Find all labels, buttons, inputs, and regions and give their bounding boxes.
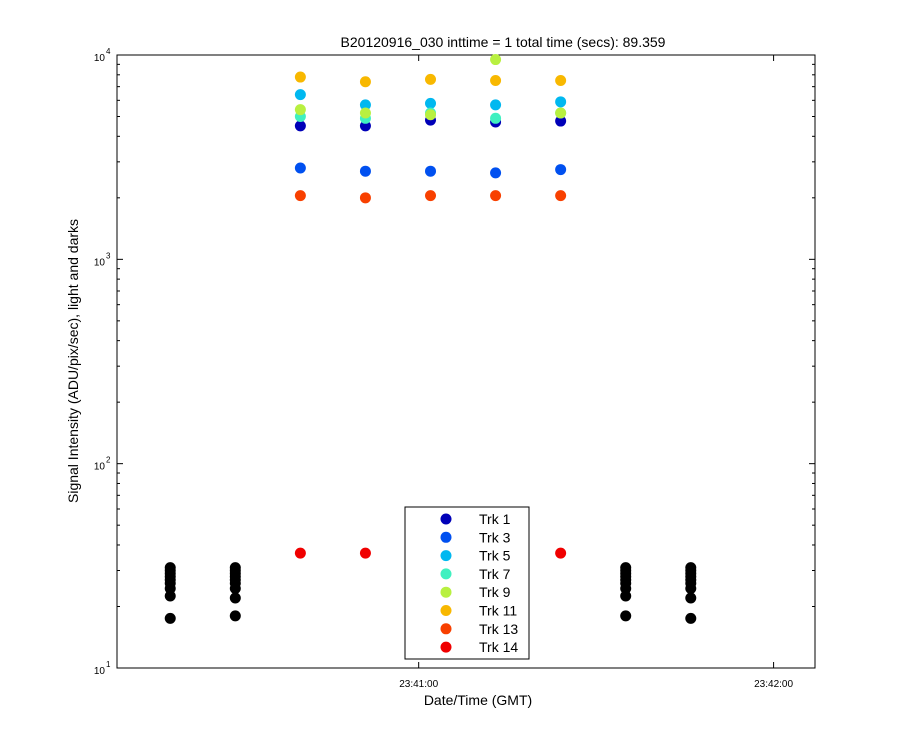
trk-9-point	[490, 54, 502, 66]
legend-label-trk-13: Trk 13	[479, 621, 518, 637]
trk-11-point	[425, 73, 437, 85]
trk-9-point	[425, 109, 437, 121]
y-tick-exponent: 1	[106, 660, 111, 669]
trk-13-point	[490, 190, 502, 202]
trk-9-point	[294, 104, 306, 116]
legend-label-trk-3: Trk 3	[479, 529, 511, 545]
legend-marker-trk-9	[440, 586, 452, 598]
x-tick-label: 23:41:00	[399, 679, 438, 690]
y-tick-exponent: 3	[106, 251, 111, 260]
legend-marker-trk-1	[440, 513, 452, 525]
dark-point	[685, 612, 697, 624]
legend-label-trk-9: Trk 9	[479, 584, 511, 600]
trk-5-point	[359, 99, 371, 111]
data-points	[164, 54, 697, 624]
trk-5-point	[294, 89, 306, 101]
trk-11-point	[294, 71, 306, 83]
trk-3-point	[425, 165, 437, 177]
trk-13-point	[294, 190, 306, 202]
trk-11-point	[490, 75, 502, 87]
trk-3-point	[294, 162, 306, 174]
legend-label-trk-5: Trk 5	[479, 548, 511, 564]
trk-14-point	[359, 547, 371, 559]
legend-box	[404, 506, 530, 660]
trk-1-point	[555, 115, 567, 127]
y-tick-label: 10	[94, 666, 106, 677]
trk-9-point	[359, 107, 371, 119]
chart-title: B20120916_030 inttime = 1 total time (se…	[341, 34, 666, 50]
x-tick-label: 23:42:00	[754, 679, 793, 690]
y-tick-label: 10	[94, 257, 106, 268]
legend-label-trk-14: Trk 14	[479, 639, 518, 655]
trk-13-point	[555, 190, 567, 202]
dark-point	[164, 590, 176, 602]
trk-11-point	[555, 75, 567, 87]
trk-5-point	[555, 96, 567, 108]
legend-marker-trk-5	[440, 550, 452, 562]
dark-point	[164, 562, 176, 574]
y-axis-title: Signal Intensity (ADU/pix/sec), light an…	[65, 219, 81, 503]
trk-11-point	[359, 76, 371, 88]
trk-13-point	[359, 192, 371, 204]
dark-point	[685, 562, 697, 574]
x-axis-title: Date/Time (GMT)	[424, 692, 532, 708]
dark-point	[620, 562, 632, 574]
trk-9-point	[555, 107, 567, 119]
trk-7-point	[490, 112, 502, 124]
dark-point	[164, 612, 176, 624]
trk-13-point	[425, 190, 437, 202]
dark-point	[685, 592, 697, 604]
y-tick-exponent: 4	[106, 47, 111, 56]
y-tick-label: 10	[94, 53, 106, 64]
trk-1-point	[294, 120, 306, 132]
trk-14-point	[555, 547, 567, 559]
legend-marker-trk-7	[440, 568, 452, 580]
trk-3-point	[555, 164, 567, 176]
trk-1-point	[359, 120, 371, 132]
legend-marker-trk-13	[440, 623, 452, 635]
trk-3-point	[359, 165, 371, 177]
legend-label-trk-1: Trk 1	[479, 511, 511, 527]
y-tick-exponent: 2	[106, 456, 111, 465]
legend-label-trk-7: Trk 7	[479, 566, 511, 582]
dark-point	[620, 590, 632, 602]
y-tick-label: 10	[94, 462, 106, 473]
trk-5-point	[490, 99, 502, 111]
dark-point	[229, 562, 241, 574]
dark-point	[620, 610, 632, 622]
legend: Trk 1 Trk 3 Trk 5 Trk 7 Trk 9 Trk 11 Trk 13 Trk…	[404, 506, 530, 660]
legend-marker-trk-3	[440, 531, 452, 543]
trk-5-point	[425, 97, 437, 109]
trk-14-point	[294, 547, 306, 559]
legend-marker-trk-14	[440, 641, 452, 653]
dark-point	[229, 610, 241, 622]
dark-point	[229, 592, 241, 604]
trk-3-point	[490, 167, 502, 179]
legend-label-trk-11: Trk 11	[479, 603, 517, 619]
legend-marker-trk-11	[440, 605, 452, 616]
